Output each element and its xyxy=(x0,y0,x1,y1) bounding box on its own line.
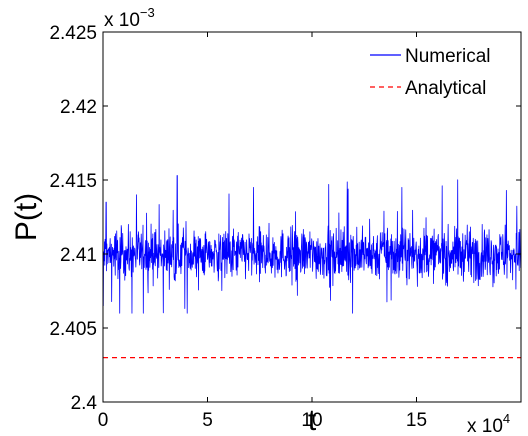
numerical-series-line xyxy=(102,175,522,314)
y-tick-label: 2.4 xyxy=(71,393,98,414)
legend-label-numerical: Numerical xyxy=(405,46,491,67)
x-tick-label: 0 xyxy=(98,410,109,431)
x-multiplier-base: x 10 xyxy=(467,416,503,436)
y-tick-label: 2.405 xyxy=(49,319,97,340)
y-tick-label: 2.425 xyxy=(49,23,97,44)
x-tick-label: 5 xyxy=(202,410,213,431)
legend: Numerical Analytical xyxy=(370,46,491,99)
y-axis-title: P(t) xyxy=(10,193,43,241)
series-layer xyxy=(102,175,522,359)
x-tick-label: 10 xyxy=(301,410,322,431)
y-tick-label: 2.42 xyxy=(60,97,97,118)
x-tick-label: 15 xyxy=(406,410,427,431)
x-multiplier-exponent: 4 xyxy=(503,411,510,426)
legend-label-analytical: Analytical xyxy=(405,78,486,99)
y-multiplier-exponent: −3 xyxy=(140,5,155,20)
x-axis-title: t xyxy=(308,404,317,436)
x-axis-multiplier: x 104 xyxy=(467,411,510,436)
y-tick-label: 2.41 xyxy=(60,245,97,266)
ticks-layer: 0 5 10 15 2.4 2.405 2.41 2.415 2.42 2.425 xyxy=(49,23,521,431)
y-multiplier-base: x 10 xyxy=(104,10,140,31)
y-tick-label: 2.415 xyxy=(49,171,97,192)
y-axis-multiplier: x 10−3 xyxy=(104,5,155,31)
